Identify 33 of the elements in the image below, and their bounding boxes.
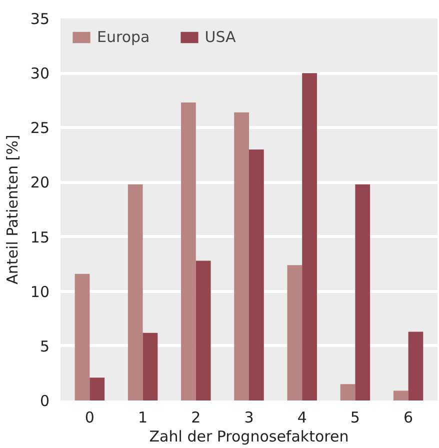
x-axis-title: Zahl der Prognosefaktoren (149, 428, 349, 446)
bar (142, 332, 158, 400)
x-tick-label: 4 (297, 408, 307, 426)
bar (249, 149, 264, 400)
legend-label: Europa (97, 28, 150, 46)
y-axis-title: Anteil Patienten [%] (3, 134, 22, 284)
y-tick-label: 0 (40, 392, 50, 410)
bar (181, 102, 196, 400)
y-tick-label: 10 (30, 282, 50, 301)
y-tick-label: 35 (30, 10, 50, 28)
x-tick-label: 2 (191, 408, 201, 426)
bar (196, 260, 211, 400)
bar (74, 274, 90, 400)
y-tick-label: 5 (40, 337, 50, 356)
y-tick-label: 30 (30, 64, 50, 83)
bar (302, 73, 317, 400)
bar (393, 390, 408, 400)
bar (408, 332, 424, 400)
bar (355, 184, 370, 400)
x-tick-label: 6 (404, 408, 414, 426)
legend-label: USA (204, 28, 236, 46)
x-tick-label: 5 (350, 408, 360, 426)
bar (234, 112, 249, 400)
bar (128, 184, 143, 400)
bar (287, 265, 302, 400)
bar (90, 378, 105, 400)
y-tick-label: 25 (30, 119, 50, 138)
x-tick-label: 0 (84, 408, 94, 426)
bar (340, 384, 356, 400)
x-tick-label: 1 (138, 408, 148, 426)
y-tick-label: 15 (30, 228, 50, 246)
y-tick-label: 20 (30, 174, 50, 192)
x-tick-label: 3 (244, 408, 254, 426)
